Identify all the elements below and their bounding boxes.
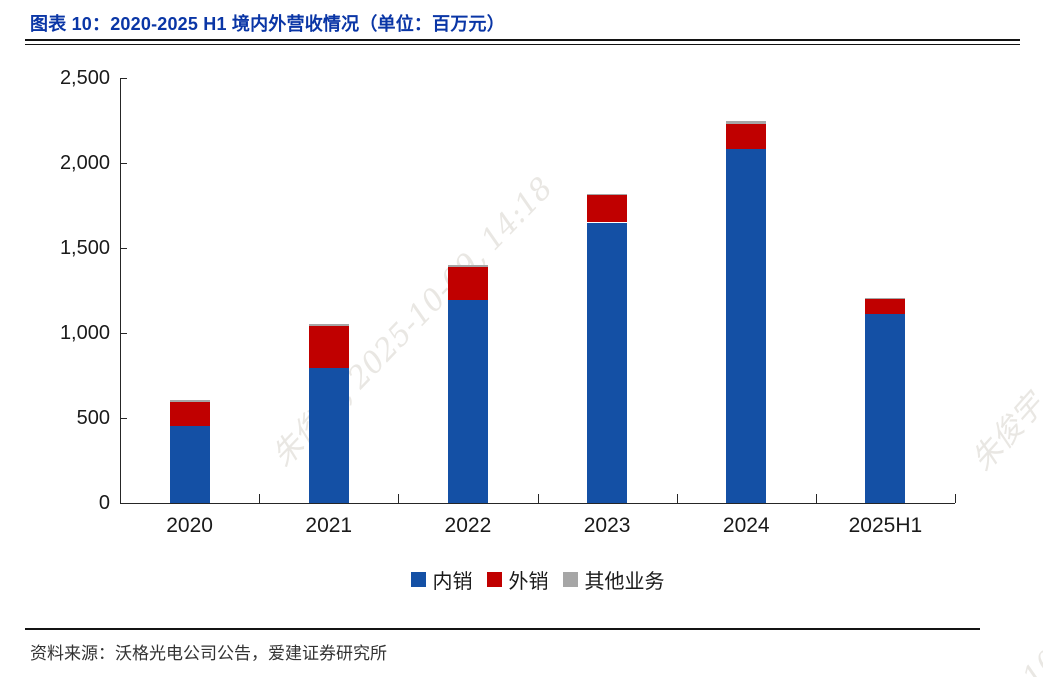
x-axis-tick [259, 494, 261, 503]
bar-segment-内销 [726, 148, 767, 503]
x-axis-category-label: 2023 [583, 514, 631, 537]
x-axis-line [120, 503, 955, 504]
chart-legend: 内销 外销 其他业务 [120, 565, 955, 594]
x-axis-tick [676, 494, 678, 503]
x-axis-tick [398, 494, 400, 503]
y-axis-tick [120, 248, 127, 249]
source-attribution: 资料来源：沃格光电公司公告，爱建证券研究所 [30, 644, 387, 663]
y-axis-tick [120, 418, 127, 419]
legend-item-外销: 外销 [486, 565, 549, 594]
legend-item-其他业务: 其他业务 [562, 565, 665, 594]
bar-segment-外销 [587, 195, 628, 223]
figure-title: 图表 10：2020-2025 H1 境内外营收情况（单位：百万元） [30, 14, 505, 34]
y-axis-tick-label: 0 [98, 492, 110, 514]
y-axis-tick [120, 163, 127, 164]
legend-swatch-icon [562, 572, 578, 587]
y-axis-tick-label: 2,000 [59, 152, 110, 174]
x-axis-tick [815, 494, 817, 503]
bar-segment-其他业务 [308, 323, 349, 327]
bar-segment-内销 [587, 222, 628, 503]
x-axis-category-label: 2020 [166, 514, 213, 537]
legend-swatch-icon [486, 572, 502, 587]
x-axis-category-label: 2021 [305, 514, 353, 537]
title-divider-rule [25, 39, 1020, 45]
bar-segment-外销 [308, 326, 349, 368]
y-axis-tick-label: 500 [76, 407, 110, 429]
y-axis-tick-label: 1,000 [59, 322, 110, 344]
x-axis-category-label: 2025H1 [848, 514, 923, 537]
x-axis-category-label: 2024 [722, 514, 770, 537]
bar-segment-其他业务 [865, 298, 906, 300]
bar-segment-其他业务 [587, 193, 628, 196]
bar-segment-内销 [308, 367, 349, 503]
bar-segment-内销 [169, 425, 210, 503]
bar-segment-外销 [726, 123, 767, 149]
bar-segment-外销 [447, 266, 488, 300]
bar-segment-内销 [865, 314, 906, 503]
legend-label: 其他业务 [584, 571, 665, 593]
y-axis-tick-label: 2,500 [59, 67, 110, 89]
x-axis-tick [955, 494, 956, 503]
bar-segment-其他业务 [447, 265, 488, 267]
x-axis-category-label: 2022 [444, 514, 492, 537]
y-axis-tick [120, 333, 127, 334]
x-axis-tick [120, 494, 121, 503]
bar-segment-其他业务 [169, 400, 210, 402]
y-axis-line [120, 78, 121, 503]
bar-segment-其他业务 [726, 121, 767, 124]
legend-swatch-icon [410, 572, 426, 587]
bar-segment-外销 [169, 401, 210, 426]
y-axis-tick-label: 1,500 [59, 237, 110, 259]
legend-item-内销: 内销 [410, 565, 473, 594]
legend-label: 内销 [432, 571, 473, 593]
x-axis-tick [537, 494, 539, 503]
y-axis-tick [120, 503, 127, 504]
footer-divider-rule [25, 628, 980, 630]
legend-label: 外销 [508, 571, 549, 593]
bar-segment-内销 [447, 299, 488, 503]
bar-segment-外销 [865, 299, 906, 315]
y-axis-tick [120, 78, 127, 79]
